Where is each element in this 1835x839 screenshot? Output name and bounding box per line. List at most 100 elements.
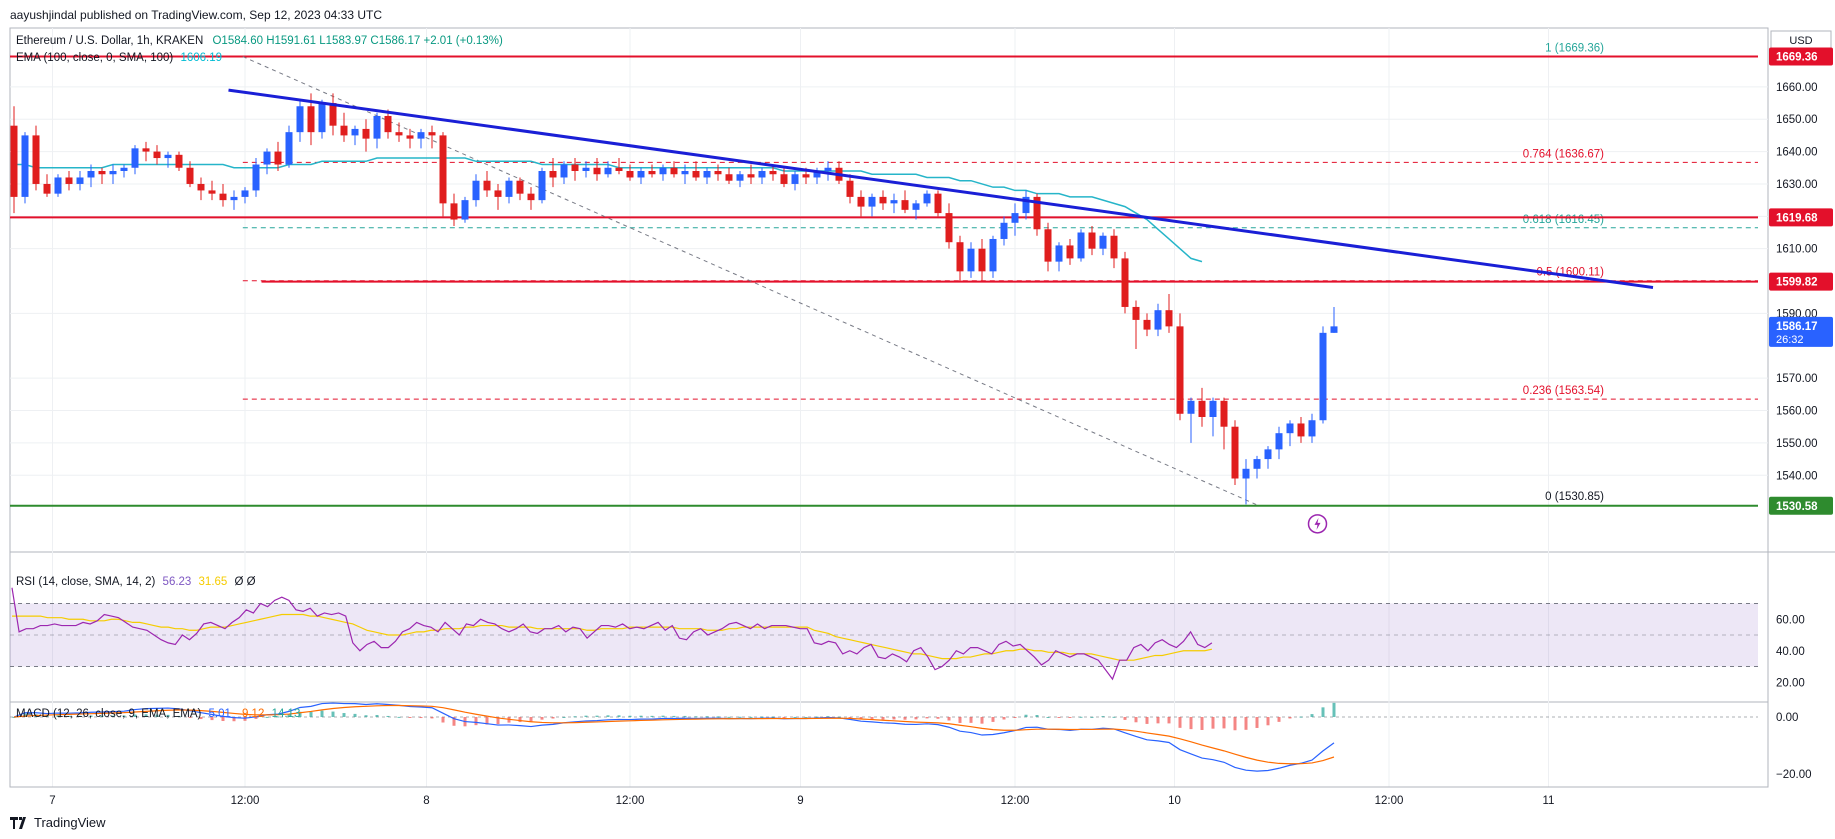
candle-body <box>1011 213 1019 223</box>
candle-body <box>714 171 722 175</box>
candle-body <box>1176 326 1184 414</box>
tradingview-logo[interactable]: TradingView <box>10 815 106 830</box>
candle-body <box>274 151 282 165</box>
price-badge-value: 1599.82 <box>1776 277 1818 289</box>
macd-histogram-bar <box>892 717 896 720</box>
candle-body <box>582 167 590 171</box>
candle-body <box>164 154 172 159</box>
ema-label: EMA (100, close, 0, SMA, 100) <box>16 52 174 64</box>
candle-body <box>296 106 304 133</box>
macd-histogram-bar <box>661 715 665 717</box>
candle-body <box>670 167 678 175</box>
macd-histogram-bar <box>265 716 269 718</box>
candle-body <box>21 135 29 197</box>
lightning-icon <box>1314 517 1321 530</box>
price-badge <box>1769 316 1833 347</box>
candle-body <box>472 180 480 201</box>
candle-body <box>340 125 348 136</box>
candle-body <box>406 135 414 139</box>
candle-body <box>604 167 612 175</box>
candle-body <box>615 167 623 171</box>
macd-histogram-bar <box>221 717 225 722</box>
macd-histogram-bar <box>749 716 753 718</box>
macd-histogram-bar <box>859 717 863 720</box>
macd-histogram-bar <box>430 717 434 719</box>
candle-body <box>527 193 535 201</box>
macd-histogram-bar <box>243 717 247 721</box>
candle-body <box>879 196 887 204</box>
candle-body <box>98 171 106 175</box>
candle-body <box>791 174 799 184</box>
candle-body <box>1253 459 1261 469</box>
rsi-label: RSI (14, close, SMA, 14, 2) <box>16 576 156 588</box>
ema-value: 1606.19 <box>180 52 223 64</box>
candle-body <box>1110 235 1118 259</box>
macd-histogram-bar <box>595 715 599 717</box>
macd-histogram-bar <box>320 710 324 717</box>
time-tick-label: 12:00 <box>616 795 645 807</box>
macd-histogram-bar <box>1090 716 1094 718</box>
macd-histogram-bar <box>980 717 984 724</box>
macd-histogram-bar <box>1299 716 1303 718</box>
rsi-ma-value: 31.65 <box>198 576 228 588</box>
candle-body <box>1121 258 1129 307</box>
macd-histogram-bar <box>188 717 192 718</box>
macd-histogram-bar <box>287 714 291 717</box>
candle-body <box>252 164 260 191</box>
candle-body <box>10 125 18 197</box>
macd-histogram-bar <box>1189 717 1193 730</box>
candle-body <box>175 154 183 168</box>
candle-body <box>626 171 634 178</box>
price-badge <box>1769 47 1833 66</box>
publisher-line: aayushjindal published on TradingView.co… <box>10 8 383 22</box>
macd-histogram-bar <box>1255 717 1259 728</box>
macd-histogram-bar <box>551 717 555 719</box>
candle-body <box>549 171 557 178</box>
price-badge <box>1769 208 1833 227</box>
candle-body <box>1297 423 1305 437</box>
candle-body <box>945 213 953 243</box>
macd-histogram-bar <box>100 715 104 717</box>
macd-label: MACD (12, 26, close, 9, EMA, EMA) <box>16 708 202 720</box>
price-tick-label: 1660.00 <box>1776 82 1818 94</box>
candle-body <box>461 200 469 220</box>
macd-histogram-bar <box>122 715 126 717</box>
macd-histogram-bar <box>958 717 962 723</box>
macd-histogram-bar <box>89 715 93 717</box>
macd-tick-label: −20.00 <box>1776 769 1812 781</box>
candle-body <box>813 171 821 178</box>
candle-body <box>1308 420 1316 437</box>
time-tick-label: 10 <box>1168 795 1181 807</box>
rsi-line <box>11 587 1213 681</box>
candle-body <box>285 132 293 165</box>
macd-histogram-bar <box>705 716 709 718</box>
countdown-label: 26:32 <box>1776 334 1804 346</box>
macd-histogram-bar <box>254 717 258 719</box>
macd-histogram-bar <box>397 716 401 718</box>
time-tick-label: 8 <box>423 795 429 807</box>
macd-histogram-bar <box>111 715 115 717</box>
fib-diagonal <box>242 56 1258 506</box>
macd-histogram-bar <box>628 715 632 717</box>
macd-histogram-bar <box>540 717 544 720</box>
candle-body <box>307 106 315 133</box>
macd-histogram-bar <box>1167 717 1171 724</box>
candle-body <box>1132 306 1140 320</box>
macd-histogram-bar <box>1288 717 1292 719</box>
candle-body <box>1187 400 1195 414</box>
macd-legend: MACD (12, 26, close, 9, EMA, EMA) 5.01 -… <box>16 708 300 720</box>
candle-body <box>1220 400 1228 427</box>
macd-histogram-bar <box>452 717 456 726</box>
macd-histogram-bar <box>529 717 533 722</box>
macd-histogram-bar <box>1222 717 1226 729</box>
macd-histogram-bar <box>496 717 500 725</box>
candle-body <box>769 171 777 175</box>
rsi-tick-label: 60.00 <box>1776 614 1805 626</box>
candle-body <box>1286 423 1294 434</box>
macd-histogram-bar <box>837 716 841 718</box>
ohlc-values: O1584.60 H1591.61 L1583.97 C1586.17 +2.0… <box>212 35 503 47</box>
candle-body <box>439 135 447 204</box>
macd-histogram-bar <box>1321 707 1325 717</box>
macd-histogram-bar <box>1024 714 1028 717</box>
